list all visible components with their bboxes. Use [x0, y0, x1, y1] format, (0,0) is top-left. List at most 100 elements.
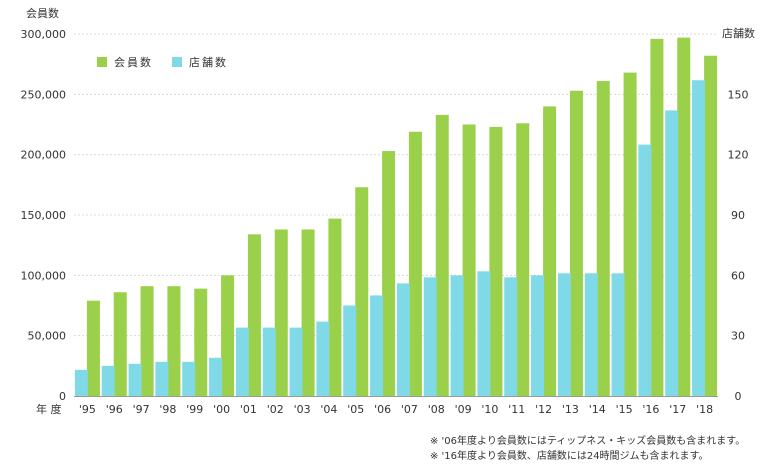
legend-swatch-stores	[172, 57, 182, 67]
bar-stores	[477, 271, 491, 396]
bar-stores	[450, 275, 464, 396]
left-tick-label: 200,000	[21, 149, 67, 162]
x-tick-label: '07	[401, 403, 418, 416]
x-tick-label: '11	[508, 403, 525, 416]
x-tick-label: '08	[428, 403, 445, 416]
right-tick-label: 60	[731, 269, 745, 282]
bar-members	[221, 275, 235, 396]
left-tick-label: 150,000	[21, 209, 67, 222]
footnote-2: ※ '16年度より会員数、店舗数には24時間ジムも含まれます。	[430, 451, 709, 462]
x-tick-label: '02	[267, 403, 284, 416]
left-tick-label: 50,000	[28, 330, 67, 343]
bar-members	[435, 114, 449, 396]
bar-stores	[584, 273, 598, 396]
x-tick-label: '03	[294, 403, 311, 416]
bar-stores	[235, 327, 249, 396]
bar-stores	[343, 305, 357, 396]
store-count-bars	[74, 80, 706, 396]
bar-stores	[531, 275, 545, 396]
bar-members	[274, 229, 288, 396]
member-count-bars	[86, 37, 718, 397]
bar-members	[247, 234, 261, 396]
left-axis-ticks: 0 50,000 100,000 150,000 200,000 250,000 300,0…	[21, 28, 67, 403]
x-tick-label: '95	[79, 403, 96, 416]
bar-stores	[638, 144, 652, 396]
x-tick-label: '13	[562, 403, 579, 416]
left-tick-label: 0	[59, 390, 66, 403]
bar-members	[140, 286, 154, 396]
left-tick-label: 300,000	[21, 28, 67, 41]
bar-members	[355, 187, 369, 396]
bar-members	[382, 151, 396, 396]
x-tick-label: '09	[455, 403, 472, 416]
bar-members	[516, 123, 530, 396]
bar-members	[569, 90, 583, 397]
legend-swatch-members	[97, 57, 107, 67]
bar-stores	[611, 273, 625, 396]
bar-members	[677, 37, 691, 397]
bar-stores	[128, 363, 142, 396]
gridlines	[74, 33, 718, 337]
right-tick-label: 30	[731, 330, 745, 343]
x-tick-label: '06	[374, 403, 391, 416]
left-axis-title: 会員数	[26, 7, 59, 20]
bar-stores	[504, 277, 518, 396]
right-axis-ticks: 0 30 60 90 120 150	[728, 88, 749, 403]
bar-members	[543, 106, 557, 397]
right-axis-title: 店舗数	[722, 26, 755, 40]
left-tick-label: 100,000	[21, 269, 67, 282]
legend: 会員数 店舗数	[97, 55, 228, 69]
bar-members	[623, 72, 637, 396]
bar-members	[704, 55, 718, 396]
bar-stores	[182, 361, 196, 396]
x-tick-label: '05	[347, 403, 364, 416]
bar-members	[86, 300, 100, 396]
x-tick-label: '17	[669, 403, 686, 416]
footnote-1: ※ '06年度より会員数にはティップネス・キッズ会員数も含まれます。	[430, 436, 746, 447]
right-tick-label: 150	[728, 88, 749, 101]
x-tick-label: '96	[106, 403, 123, 416]
bar-members	[328, 218, 342, 396]
right-tick-label: 0	[735, 390, 742, 403]
x-tick-label: '14	[589, 403, 606, 416]
x-tick-label: '00	[213, 403, 230, 416]
bar-stores	[262, 327, 276, 396]
legend-label-members: 会員数	[114, 56, 153, 69]
bar-members	[462, 124, 476, 396]
legend-label-stores: 店舗数	[189, 55, 228, 69]
x-tick-label: '99	[186, 403, 203, 416]
left-tick-label: 250,000	[21, 88, 67, 101]
bar-stores	[396, 283, 410, 396]
bar-members	[113, 292, 127, 396]
footnotes: ※ '06年度より会員数にはティップネス・キッズ会員数も含まれます。 ※ '16…	[430, 434, 745, 464]
x-axis-ticks: '95 '96 '97 '98 '99 '00 '01 '02 '03 '04 '05 '06 '07 '…	[79, 403, 713, 416]
x-tick-label: '97	[133, 403, 150, 416]
bar-chart: 0 50,000 100,000 150,000 200,000 250,000 300,0…	[21, 7, 756, 416]
bar-members	[301, 229, 315, 396]
right-tick-label: 90	[731, 209, 745, 222]
bar-members	[650, 38, 664, 397]
right-tick-label: 120	[728, 149, 749, 162]
bar-stores	[692, 80, 706, 396]
bar-stores	[370, 295, 384, 396]
bar-members	[408, 131, 422, 397]
bar-members	[489, 126, 503, 396]
bar-stores	[665, 110, 679, 396]
bar-stores	[155, 361, 169, 396]
bar-stores	[316, 321, 330, 396]
bar-members	[167, 286, 181, 396]
x-tick-label: '98	[159, 403, 176, 416]
x-tick-label: '04	[320, 403, 337, 416]
x-axis-title: 年 度	[36, 402, 62, 416]
bar-members	[596, 81, 610, 396]
bar-stores	[209, 357, 223, 396]
bar-stores	[74, 369, 88, 396]
x-tick-label: '01	[240, 403, 257, 416]
x-tick-label: '18	[696, 403, 713, 416]
bar-stores	[289, 327, 303, 396]
x-tick-label: '10	[481, 403, 498, 416]
x-tick-label: '15	[616, 403, 633, 416]
bar-stores	[557, 273, 571, 396]
bar-stores	[423, 277, 437, 396]
bar-members	[194, 288, 208, 396]
